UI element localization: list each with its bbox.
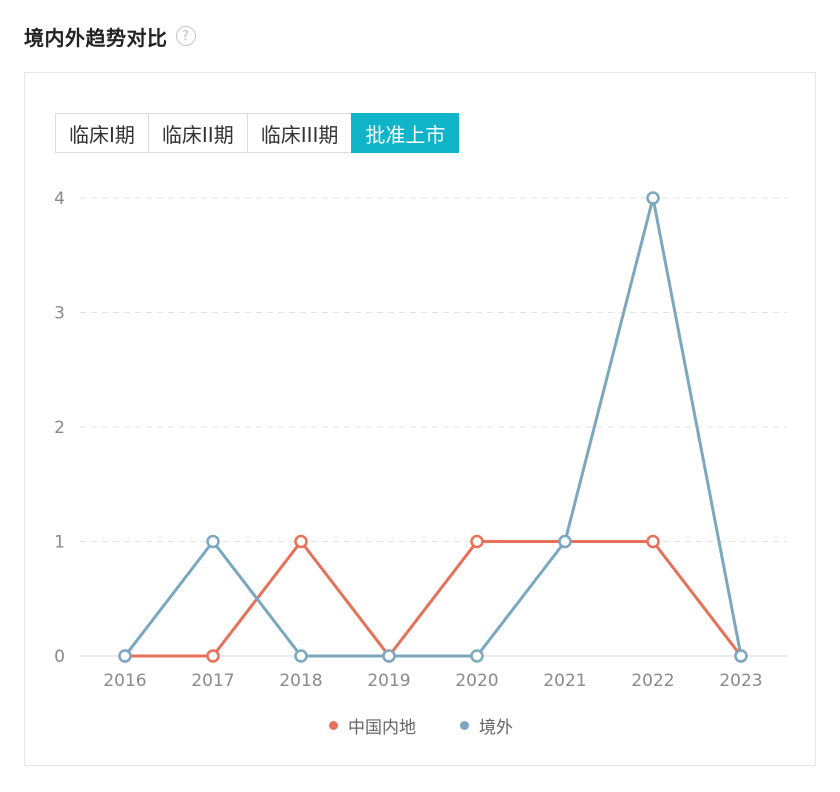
- series-1-point: [206, 534, 220, 549]
- legend-dot-overseas: [460, 721, 469, 730]
- legend: 中国内地 境外: [25, 713, 817, 738]
- y-tick-label: 4: [54, 189, 65, 209]
- line-chart: 0 1 2 3 4 2016 2017 2018 2019 2020 2021 2022 2023: [54, 189, 787, 691]
- x-tick-label: 2022: [631, 671, 674, 691]
- x-tick-label: 2018: [279, 671, 322, 691]
- series-1-point: [118, 649, 132, 663]
- series-0-point: [206, 649, 220, 663]
- help-icon[interactable]: ?: [175, 26, 196, 46]
- series-0-point: [470, 534, 484, 549]
- tab-phase-3[interactable]: 临床III期: [246, 113, 353, 153]
- legend-label-overseas: 境外: [479, 718, 513, 738]
- x-tick-label: 2019: [367, 671, 410, 691]
- header: 境内外趋势对比 ?: [24, 18, 196, 54]
- y-tick-label: 0: [54, 647, 65, 667]
- chart-card: 临床I期 临床II期 临床III期 批准上市 0 1 2 3 4 2016 2017 2018…: [24, 72, 816, 766]
- series-1-point: [558, 534, 572, 549]
- series-0-point: [646, 534, 660, 549]
- series-1-point: [294, 649, 308, 663]
- series-1-point: [646, 191, 660, 205]
- tab-phase-1[interactable]: 临床I期: [55, 113, 149, 153]
- legend-item-domestic[interactable]: 中国内地: [329, 713, 416, 738]
- x-tick-label: 2023: [719, 671, 762, 691]
- tab-approved[interactable]: 批准上市: [351, 113, 460, 153]
- legend-dot-domestic: [329, 721, 338, 730]
- legend-item-overseas[interactable]: 境外: [460, 713, 513, 738]
- y-tick-label: 2: [54, 418, 65, 438]
- series-1-point: [382, 649, 396, 663]
- y-tick-label: 1: [54, 533, 65, 553]
- x-tick-label: 2021: [543, 671, 586, 691]
- legend-label-domestic: 中国内地: [348, 718, 416, 738]
- x-tick-label: 2017: [191, 671, 234, 691]
- series-line-1: [123, 196, 743, 658]
- series-line-0: [125, 540, 743, 658]
- series-0-point: [294, 534, 308, 549]
- tab-phase-2[interactable]: 临床II期: [147, 113, 248, 153]
- x-tick-label: 2020: [455, 671, 498, 691]
- series-1-point: [470, 649, 484, 663]
- y-tick-label: 3: [54, 304, 65, 324]
- phase-tabs: 临床I期 临床II期 临床III期 批准上市: [55, 113, 460, 153]
- x-tick-label: 2016: [103, 671, 146, 691]
- series-1-point: [734, 649, 748, 663]
- page-title: 境内外趋势对比: [24, 25, 168, 50]
